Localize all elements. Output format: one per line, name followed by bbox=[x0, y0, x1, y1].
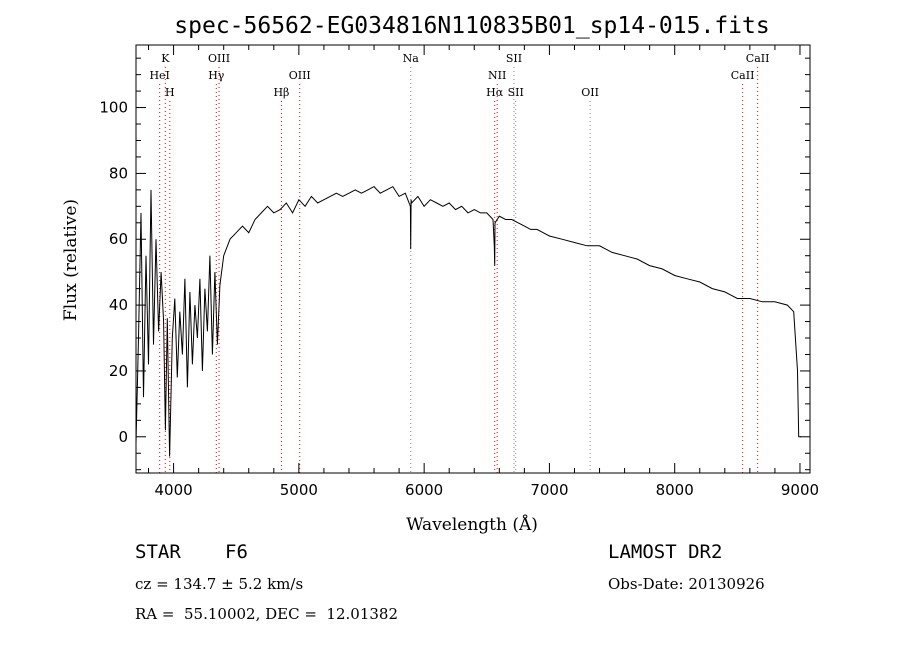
tick-label: 20 bbox=[109, 362, 128, 380]
tick-label: 0 bbox=[118, 428, 128, 446]
spectral-line-label: SII bbox=[506, 52, 522, 65]
x-axis-label: Wavelength (Å) bbox=[406, 514, 538, 535]
tick-label: 80 bbox=[109, 164, 128, 182]
tick-label: 40 bbox=[109, 296, 128, 314]
spectral-line-label: Hα bbox=[486, 86, 504, 99]
plot-frame bbox=[135, 44, 811, 474]
axis-ticks: 4000 5000 6000 7000 8000 9000 0 20 40 60 80 100 bbox=[99, 45, 819, 499]
spectral-line-label: OIII bbox=[208, 52, 230, 65]
spectral-line-label: CaII bbox=[731, 69, 755, 82]
tick-label: 9000 bbox=[781, 481, 819, 499]
spectral-line-label: NII bbox=[488, 69, 506, 82]
spectral-line-label: H bbox=[165, 86, 175, 99]
tick-label: 6000 bbox=[405, 481, 443, 499]
chart-title: spec-56562-EG034816N110835B01_sp14-015.f… bbox=[174, 13, 769, 39]
tick-label: 7000 bbox=[530, 481, 568, 499]
coordinates-readout: RA = 55.10002, DEC = 12.01382 bbox=[135, 605, 399, 623]
spectral-line-label: OIII bbox=[289, 69, 311, 82]
tick-label: 8000 bbox=[656, 481, 694, 499]
redshift-readout: cz = 134.7 ± 5.2 km/s bbox=[135, 575, 304, 593]
tick-label: 60 bbox=[109, 230, 128, 248]
spectral-line-label: OII bbox=[581, 86, 599, 99]
survey-name: LAMOST DR2 bbox=[608, 541, 723, 563]
spectral-line-label: HeI bbox=[149, 69, 169, 82]
spectral-line-label: SII bbox=[508, 86, 524, 99]
y-axis-label: Flux (relative) bbox=[61, 199, 81, 321]
tick-label: 4000 bbox=[154, 481, 192, 499]
spectral-line-label: Hγ bbox=[208, 69, 225, 82]
spectral-line-label: Na bbox=[403, 52, 420, 65]
tick-label: 100 bbox=[99, 99, 128, 117]
spectral-line-label: CaII bbox=[746, 52, 770, 65]
spectral-line-label: Hβ bbox=[273, 86, 289, 99]
object-subclass: F6 bbox=[225, 541, 248, 563]
observation-date: Obs-Date: 20130926 bbox=[608, 575, 765, 593]
spectrum-line bbox=[135, 185, 802, 457]
spectral-line-label: K bbox=[161, 52, 170, 65]
object-class: STAR bbox=[135, 541, 181, 563]
tick-label: 5000 bbox=[280, 481, 318, 499]
